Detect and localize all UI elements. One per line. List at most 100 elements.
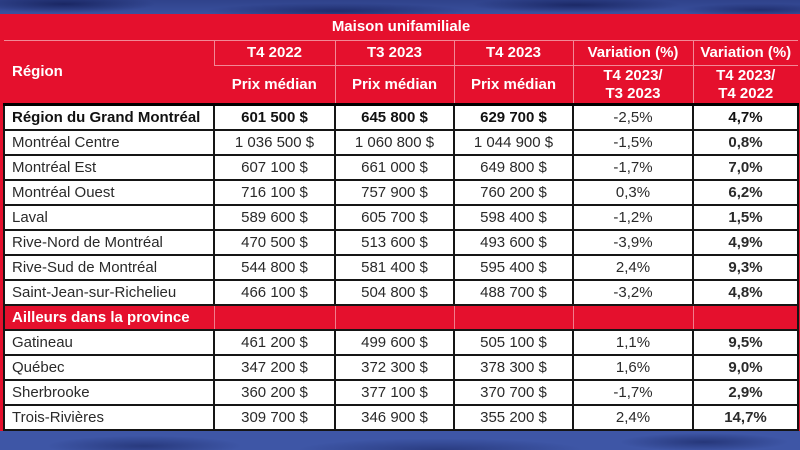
price-t3-2023-cell: 645 800 $ (334, 103, 455, 131)
variation-qoq-cell: 1,6% (572, 354, 694, 381)
variation-yoy-cell: 2,9% (692, 379, 799, 406)
section-header-row: Ailleurs dans la province (3, 304, 799, 331)
price-t4-2023-cell: 378 300 $ (453, 354, 574, 381)
price-t4-2023-cell: 488 700 $ (453, 279, 574, 306)
table-row: Montréal Ouest 716 100 $ 757 900 $ 760 2… (3, 179, 799, 206)
price-t3-2023-cell: 661 000 $ (334, 154, 455, 181)
table-row: Trois-Rivières 309 700 $ 346 900 $ 355 2… (3, 404, 799, 431)
table-title: Maison unifamiliale (4, 14, 798, 41)
variation-yoy-cell: 6,2% (692, 179, 799, 206)
region-cell: Québec (3, 354, 215, 381)
median-price-table: Maison unifamiliale Région T4 2022 T3 20… (3, 14, 799, 431)
table-row: Gatineau 461 200 $ 499 600 $ 505 100 $ 1… (3, 329, 799, 356)
variation-qoq-cell: 0,3% (572, 179, 694, 206)
region-column-header: Région (4, 40, 214, 105)
column-header-variation-yoy: Variation (%) (692, 40, 798, 66)
price-t4-2023-cell: 355 200 $ (453, 404, 574, 431)
subheader-variation-yoy: T4 2023/ T4 2022 (692, 65, 798, 105)
price-t4-2022-cell: 589 600 $ (213, 204, 336, 231)
price-t3-2023-cell: 346 900 $ (334, 404, 455, 431)
price-t4-2022-cell: 470 500 $ (213, 229, 336, 256)
variation-yoy-cell: 4,7% (692, 103, 799, 131)
variation-qoq-cell: 2,4% (572, 404, 694, 431)
price-t4-2022-cell: 716 100 $ (213, 179, 336, 206)
column-header-variation-qoq: Variation (%) (572, 40, 693, 66)
variation-qoq-cell: 1,1% (572, 329, 694, 356)
price-t4-2023-cell: 493 600 $ (453, 229, 574, 256)
variation-qoq-cell: 2,4% (572, 254, 694, 281)
price-t3-2023-cell: 504 800 $ (334, 279, 455, 306)
column-header-t4-2022: T4 2022 (213, 40, 335, 66)
price-t4-2023-cell: 649 800 $ (453, 154, 574, 181)
region-cell: Montréal Centre (3, 129, 215, 156)
price-table-panel: Maison unifamiliale Région T4 2022 T3 20… (0, 14, 800, 431)
table-row: Montréal Est 607 100 $ 661 000 $ 649 800… (3, 154, 799, 181)
subheader-row: Prix médian Prix médian Prix médian T4 2… (4, 65, 798, 105)
subheader-median-2: Prix médian (334, 65, 454, 105)
price-t4-2022-cell: 1 036 500 $ (213, 129, 336, 156)
region-cell: Saint-Jean-sur-Richelieu (3, 279, 215, 306)
table-row: Québec 347 200 $ 372 300 $ 378 300 $ 1,6… (3, 354, 799, 381)
table-row: Région du Grand Montréal 601 500 $ 645 8… (3, 103, 799, 131)
price-t3-2023-cell: 757 900 $ (334, 179, 455, 206)
variation-yoy-cell: 4,9% (692, 229, 799, 256)
price-t4-2023-cell: 598 400 $ (453, 204, 574, 231)
table-row: Laval 589 600 $ 605 700 $ 598 400 $ -1,2… (3, 204, 799, 231)
price-t4-2022-cell: 607 100 $ (213, 154, 336, 181)
price-t3-2023-cell: 605 700 $ (334, 204, 455, 231)
price-t4-2022-cell: 601 500 $ (213, 103, 336, 131)
price-t3-2023-cell: 1 060 800 $ (334, 129, 455, 156)
table-row: Rive-Sud de Montréal 544 800 $ 581 400 $… (3, 254, 799, 281)
region-cell: Trois-Rivières (3, 404, 215, 431)
table-row: Montréal Centre 1 036 500 $ 1 060 800 $ … (3, 129, 799, 156)
period-header-row: Région T4 2022 T3 2023 T4 2023 Variation… (4, 40, 798, 105)
price-t4-2023-cell: 760 200 $ (453, 179, 574, 206)
price-t4-2022-cell: 309 700 $ (213, 404, 336, 431)
subheader-median-1: Prix médian (214, 65, 335, 105)
price-t4-2023-cell: 505 100 $ (453, 329, 574, 356)
price-t3-2023-cell: 499 600 $ (334, 329, 455, 356)
variation-yoy-cell: 7,0% (692, 154, 799, 181)
variation-qoq-cell: -3,9% (572, 229, 694, 256)
variation-qoq-cell: -1,7% (572, 154, 694, 181)
variation-qoq-cell: -3,2% (572, 279, 694, 306)
variation-yoy-cell: 9,5% (692, 329, 799, 356)
region-cell: Gatineau (3, 329, 215, 356)
section-label: Ailleurs dans la province (3, 304, 215, 331)
table-row: Saint-Jean-sur-Richelieu 466 100 $ 504 8… (3, 279, 799, 306)
variation-yoy-cell: 4,8% (692, 279, 799, 306)
variation-yoy-cell: 14,7% (692, 404, 799, 431)
price-t4-2022-cell: 360 200 $ (213, 379, 336, 406)
price-t3-2023-cell: 377 100 $ (334, 379, 455, 406)
price-t4-2023-cell: 370 700 $ (453, 379, 574, 406)
subheader-variation-qoq: T4 2023/ T3 2023 (572, 65, 693, 105)
price-t3-2023-cell: 581 400 $ (334, 254, 455, 281)
table-row: Sherbrooke 360 200 $ 377 100 $ 370 700 $… (3, 379, 799, 406)
region-cell: Rive-Nord de Montréal (3, 229, 215, 256)
price-t4-2022-cell: 461 200 $ (213, 329, 336, 356)
column-header-t3-2023: T3 2023 (334, 40, 454, 66)
region-cell: Montréal Ouest (3, 179, 215, 206)
price-t3-2023-cell: 372 300 $ (334, 354, 455, 381)
variation-qoq-cell: -2,5% (572, 103, 694, 131)
region-cell: Rive-Sud de Montréal (3, 254, 215, 281)
price-t4-2023-cell: 1 044 900 $ (453, 129, 574, 156)
subheader-median-3: Prix médian (453, 65, 573, 105)
variation-yoy-cell: 1,5% (692, 204, 799, 231)
price-t3-2023-cell: 513 600 $ (334, 229, 455, 256)
region-cell: Région du Grand Montréal (3, 103, 215, 131)
column-header-t4-2023: T4 2023 (453, 40, 573, 66)
variation-yoy-cell: 9,3% (692, 254, 799, 281)
price-t4-2022-cell: 466 100 $ (213, 279, 336, 306)
region-cell: Laval (3, 204, 215, 231)
variation-yoy-cell: 9,0% (692, 354, 799, 381)
variation-yoy-cell: 0,8% (692, 129, 799, 156)
region-cell: Montréal Est (3, 154, 215, 181)
price-t4-2023-cell: 595 400 $ (453, 254, 574, 281)
table-row: Rive-Nord de Montréal 470 500 $ 513 600 … (3, 229, 799, 256)
price-t4-2022-cell: 544 800 $ (213, 254, 336, 281)
price-t4-2023-cell: 629 700 $ (453, 103, 574, 131)
variation-qoq-cell: -1,5% (572, 129, 694, 156)
variation-qoq-cell: -1,7% (572, 379, 694, 406)
table-title-row: Maison unifamiliale (4, 14, 798, 41)
